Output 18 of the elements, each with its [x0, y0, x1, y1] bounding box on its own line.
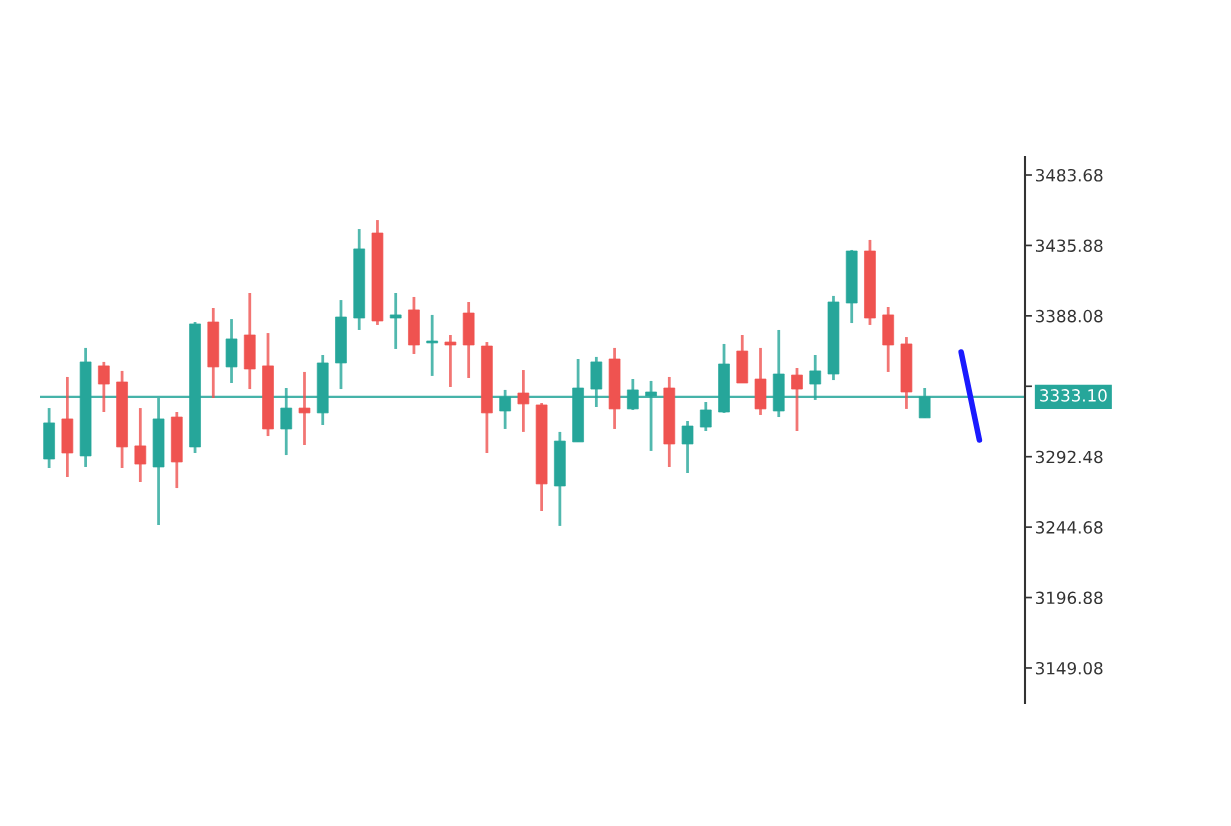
y-tick-label: 3292.48	[1035, 450, 1103, 464]
candlestick	[389, 291, 402, 351]
candlestick	[444, 333, 457, 389]
y-tick-label: 3435.88	[1035, 239, 1103, 252]
y-tick-label: 3149.08	[1035, 661, 1103, 675]
y-tick-label: 3483.68	[1035, 168, 1103, 182]
y-tick-label: 3388.08	[1035, 309, 1103, 323]
y-tick-label: 3244.68	[1035, 521, 1103, 534]
candlestick	[98, 360, 110, 414]
candlestick	[298, 370, 311, 447]
candlestick	[134, 406, 147, 484]
candlestick	[681, 419, 694, 475]
candlestick	[699, 400, 712, 433]
candlestick	[517, 368, 530, 434]
candlestick	[426, 313, 438, 378]
y-tick-label: 3196.88	[1035, 591, 1103, 605]
candlestick	[791, 366, 803, 433]
ref-line-label: 3333.10	[1040, 389, 1107, 402]
